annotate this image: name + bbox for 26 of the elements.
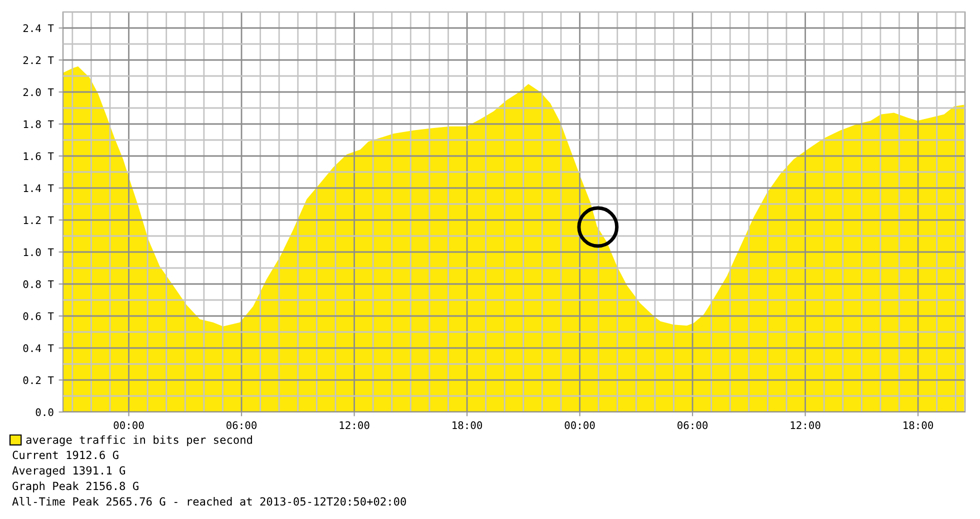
y-tick-label: 1.4 T: [24, 184, 54, 192]
y-tick-label: 1.8 T: [24, 120, 54, 128]
y-tick-label: 0.2 T: [23, 376, 54, 384]
x-tick-label: 18:00: [904, 421, 934, 430]
x-tick-label: 06:00: [678, 421, 708, 430]
y-tick-label: 1.6 T: [24, 152, 54, 160]
x-tick-label: 12:00: [790, 421, 820, 430]
y-tick-label: 0.6 T: [23, 312, 54, 320]
y-tick-label: 0.8 T: [23, 280, 54, 288]
text: Graph Peak 2156.8 G: [12, 482, 138, 492]
text: All-Time Peak 2565.76 G - reached at 2013-05-12T20:50+02:00: [12, 497, 406, 506]
x-tick-label: 12:00: [340, 421, 370, 430]
text: Averaged 1391.1 G: [12, 466, 126, 477]
x-tick-label: 00:00: [114, 421, 144, 430]
y-tick-label: 0.4 T: [23, 344, 54, 352]
x-tick-label: 00:00: [564, 421, 595, 430]
y-tick-label: 2.2 T: [23, 56, 54, 64]
x-tick-label: 18:00: [452, 421, 482, 430]
y-tick-label: 1.2 T: [24, 216, 54, 224]
y-tick-label: 2.0 T: [23, 88, 54, 96]
y-tick-label: 2.4 T: [23, 24, 54, 32]
x-tick-label: 06:00: [226, 421, 257, 430]
y-tick-label: 0.0: [36, 408, 54, 416]
legend-label: average traffic in bits per second: [26, 435, 252, 446]
y-tick-label: 1.0 T: [24, 248, 54, 256]
text: Current 1912.6 G: [12, 450, 118, 460]
